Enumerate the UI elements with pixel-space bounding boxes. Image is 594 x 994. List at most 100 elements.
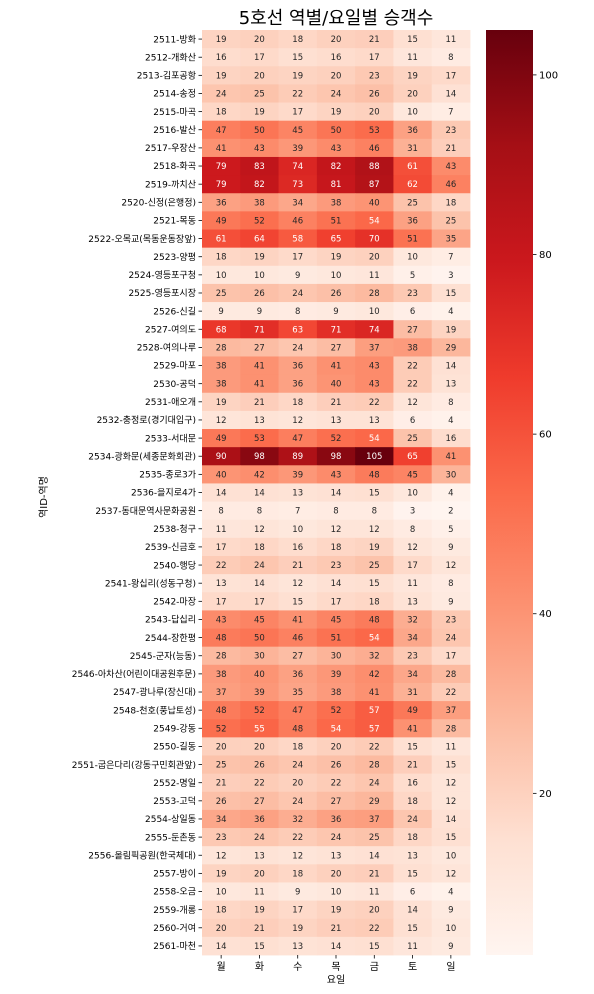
colorbar: 20 40 60 80 100 <box>486 30 558 955</box>
cell-value-label: 53 <box>369 126 380 136</box>
heatmap-cell <box>278 302 318 321</box>
cell-value-label: 71 <box>254 325 265 335</box>
heatmap-cell <box>278 755 318 775</box>
heatmap-cell <box>393 392 433 412</box>
cell-value-label: 14 <box>331 579 342 589</box>
heatmap-cell <box>202 719 241 738</box>
heatmap-cell <box>278 501 318 521</box>
heatmap-cell <box>240 936 279 956</box>
heatmap-cell <box>316 682 356 702</box>
heatmap-cell <box>202 338 241 357</box>
heatmap-cell <box>316 501 356 521</box>
y-tick-label: 2530-공덕 <box>153 379 196 390</box>
y-tick-label: 2528-여의나루 <box>137 342 196 354</box>
heatmap-cell <box>240 302 279 321</box>
heatmap-cell <box>316 66 356 85</box>
heatmap-cell <box>355 447 394 466</box>
heatmap-cell <box>431 302 471 321</box>
heatmap-cell <box>240 846 279 865</box>
cell-value-label: 48 <box>369 615 380 625</box>
cell-value-label: 28 <box>369 289 380 299</box>
cell-value-label: 15 <box>407 924 418 934</box>
heatmap-cell <box>202 900 241 920</box>
cell-value-label: 37 <box>369 343 380 353</box>
heatmap-cell <box>202 229 241 249</box>
cell-value-label: 10 <box>331 888 342 898</box>
cell-value-label: 68 <box>216 325 227 335</box>
heatmap-cell <box>278 592 318 611</box>
heatmap-cell <box>431 156 471 176</box>
cell-value-label: 38 <box>254 198 265 208</box>
chart-title: 5호선 역별/요일별 승객수 <box>239 8 434 29</box>
heatmap-cell <box>393 283 433 303</box>
cell-value-label: 15 <box>254 942 265 952</box>
cell-value-label: 10 <box>292 525 303 535</box>
cell-value-label: 13 <box>407 851 418 861</box>
heatmap-cell <box>278 682 318 702</box>
colorbar-tick-label: 40 <box>539 609 552 620</box>
heatmap-cell <box>316 737 356 756</box>
cell-value-label: 21 <box>407 761 418 771</box>
cell-value-label: 8 <box>448 398 453 408</box>
cell-value-label: 81 <box>331 180 342 190</box>
cell-value-label: 53 <box>254 434 265 444</box>
y-tick-label: 2545-군자(능동) <box>130 651 196 662</box>
cell-value-label: 21 <box>331 398 342 408</box>
cell-value-label: 32 <box>407 615 418 625</box>
heatmap-cell <box>431 211 471 230</box>
cell-value-label: 24 <box>292 343 303 353</box>
x-tick-label: 화 <box>255 961 264 973</box>
heatmap-cell <box>316 809 356 829</box>
heatmap-cell <box>202 574 241 593</box>
heatmap-cell <box>202 84 241 103</box>
heatmap-cell <box>278 48 318 67</box>
cell-value-label: 19 <box>369 543 380 553</box>
cell-value-label: 12 <box>445 869 456 879</box>
y-tick-label: 2543-답십리 <box>145 614 196 626</box>
cell-value-label: 12 <box>216 416 227 426</box>
heatmap-cell <box>240 483 279 502</box>
heatmap-cell <box>278 374 318 394</box>
cell-value-label: 39 <box>292 144 303 154</box>
heatmap-cell <box>240 918 279 938</box>
heatmap-cell <box>393 84 433 103</box>
heatmap-cell <box>316 719 356 738</box>
cell-value-label: 52 <box>331 706 342 716</box>
heatmap-cell <box>393 773 433 793</box>
heatmap-cell <box>278 574 318 593</box>
cell-value-label: 39 <box>331 670 342 680</box>
heatmap-cell <box>355 828 394 847</box>
heatmap-cell <box>316 283 356 303</box>
heatmap-cell <box>355 773 394 793</box>
cell-value-label: 90 <box>216 452 227 462</box>
heatmap-cell <box>240 664 279 684</box>
heatmap-cell <box>393 755 433 775</box>
cell-value-label: 54 <box>369 216 380 226</box>
cell-value-label: 32 <box>292 815 303 825</box>
heatmap-cell <box>202 737 241 756</box>
heatmap-cell <box>202 302 241 321</box>
heatmap-cell <box>393 918 433 938</box>
cell-value-label: 13 <box>445 380 456 390</box>
heatmap-cell <box>240 900 279 920</box>
heatmap-cell <box>316 156 356 176</box>
heatmap-cell <box>393 211 433 230</box>
cell-value-label: 27 <box>331 343 342 353</box>
cell-value-label: 7 <box>295 507 300 517</box>
cell-value-label: 50 <box>331 126 342 136</box>
heatmap-cell <box>316 84 356 103</box>
cell-value-label: 14 <box>254 489 265 499</box>
cell-value-label: 61 <box>216 235 227 245</box>
heatmap-cell <box>355 156 394 176</box>
cell-value-label: 22 <box>254 779 265 789</box>
cell-value-label: 16 <box>445 434 456 444</box>
heatmap-cell <box>355 592 394 611</box>
y-tick-label: 2542-마장 <box>153 597 196 608</box>
cell-value-label: 20 <box>407 89 418 99</box>
heatmap-cell <box>316 882 356 901</box>
cell-value-label: 31 <box>407 688 418 698</box>
cell-value-label: 13 <box>331 416 342 426</box>
heatmap-cell <box>278 519 318 539</box>
heatmap-cell <box>278 737 318 756</box>
cell-value-label: 10 <box>407 253 418 263</box>
